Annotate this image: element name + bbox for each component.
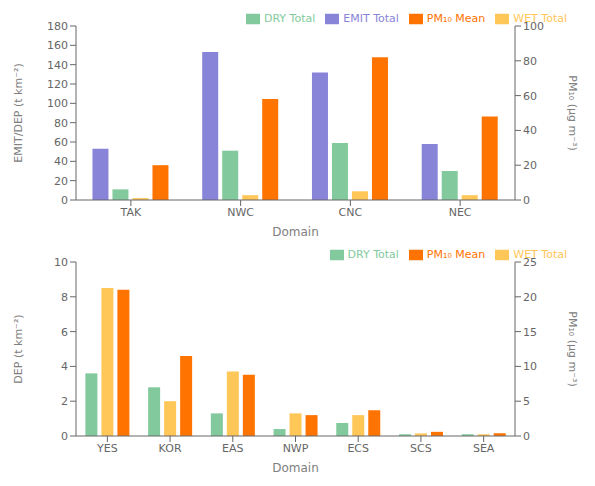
svg-text:0: 0 xyxy=(61,194,68,207)
svg-text:NWC: NWC xyxy=(227,206,254,219)
svg-text:25: 25 xyxy=(523,256,537,269)
svg-text:10: 10 xyxy=(523,360,537,373)
svg-text:EMIT/DEP (t km⁻²): EMIT/DEP (t km⁻²) xyxy=(12,63,25,162)
svg-text:ECS: ECS xyxy=(347,442,369,455)
svg-text:15: 15 xyxy=(523,326,537,339)
svg-text:100: 100 xyxy=(523,20,544,33)
svg-text:4: 4 xyxy=(61,360,68,373)
svg-text:20: 20 xyxy=(523,291,537,304)
svg-text:YES: YES xyxy=(96,442,118,455)
svg-text:8: 8 xyxy=(61,291,68,304)
svg-text:PM₁₀ (μg m⁻³): PM₁₀ (μg m⁻³) xyxy=(566,311,579,386)
svg-text:10: 10 xyxy=(54,256,68,269)
svg-text:20: 20 xyxy=(523,159,537,172)
svg-text:100: 100 xyxy=(47,97,68,110)
svg-text:140: 140 xyxy=(47,59,68,72)
svg-text:TAK: TAK xyxy=(120,206,142,219)
svg-text:60: 60 xyxy=(54,136,68,149)
svg-text:DEP (t km⁻²): DEP (t km⁻²) xyxy=(12,314,25,383)
svg-text:2: 2 xyxy=(61,395,68,408)
svg-text:NWP: NWP xyxy=(283,442,309,455)
svg-text:80: 80 xyxy=(54,117,68,130)
svg-text:180: 180 xyxy=(47,20,68,33)
svg-text:0: 0 xyxy=(523,430,530,443)
svg-text:NEC: NEC xyxy=(449,206,472,219)
svg-text:PM₁₀ (μg m⁻³): PM₁₀ (μg m⁻³) xyxy=(566,75,579,150)
svg-text:0: 0 xyxy=(523,194,530,207)
svg-text:SCS: SCS xyxy=(410,442,432,455)
svg-text:Domain: Domain xyxy=(272,461,319,475)
svg-text:CNC: CNC xyxy=(339,206,363,219)
svg-text:40: 40 xyxy=(54,155,68,168)
svg-text:160: 160 xyxy=(47,39,68,52)
svg-text:60: 60 xyxy=(523,90,537,103)
svg-text:SEA: SEA xyxy=(473,442,495,455)
svg-text:KOR: KOR xyxy=(159,442,182,455)
svg-text:40: 40 xyxy=(523,124,537,137)
svg-text:20: 20 xyxy=(54,175,68,188)
svg-text:80: 80 xyxy=(523,55,537,68)
svg-text:EAS: EAS xyxy=(222,442,243,455)
svg-text:0: 0 xyxy=(61,430,68,443)
svg-text:120: 120 xyxy=(47,78,68,91)
svg-text:6: 6 xyxy=(61,326,68,339)
svg-text:Domain: Domain xyxy=(272,225,319,239)
svg-text:5: 5 xyxy=(523,395,530,408)
